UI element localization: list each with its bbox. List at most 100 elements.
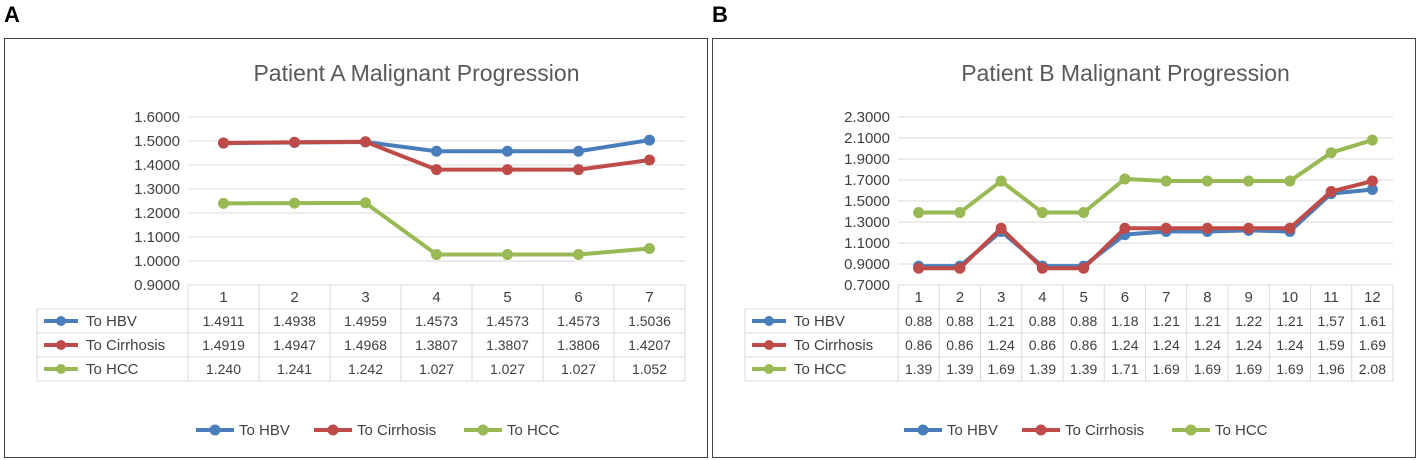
table-data-label: 1.21 bbox=[988, 313, 1015, 329]
x-category-label: 12 bbox=[1364, 289, 1381, 306]
data-point bbox=[218, 197, 229, 209]
y-tick-label: 1.2000 bbox=[134, 205, 180, 222]
y-tick-label: 1.7000 bbox=[844, 172, 890, 189]
y-tick-label: 0.9000 bbox=[134, 277, 180, 294]
table-series-label: To Cirrhosis bbox=[794, 337, 873, 354]
table-data-label: 0.86 bbox=[1070, 337, 1097, 353]
table-data-label: 1.69 bbox=[1153, 361, 1180, 377]
table-series-label: To Cirrhosis bbox=[86, 337, 165, 354]
x-category-label: 10 bbox=[1282, 289, 1299, 306]
table-data-label: 2.08 bbox=[1359, 361, 1386, 377]
table-data-label: 0.88 bbox=[946, 313, 973, 329]
data-point bbox=[360, 136, 371, 148]
y-tick-label: 1.5000 bbox=[134, 133, 180, 150]
series-line bbox=[918, 179, 1373, 271]
table-data-label: 1.3807 bbox=[486, 337, 529, 353]
table-data-label: 1.57 bbox=[1318, 313, 1345, 329]
x-category-label: 6 bbox=[574, 289, 582, 306]
table-data-label: 1.39 bbox=[1029, 361, 1056, 377]
table-data-label: 1.69 bbox=[1194, 361, 1221, 377]
y-tick-label: 0.9000 bbox=[844, 256, 890, 273]
data-point bbox=[1160, 175, 1172, 187]
legend-label: To Cirrhosis bbox=[357, 422, 436, 439]
x-category-label: 11 bbox=[1323, 289, 1339, 306]
table-data-label: 1.39 bbox=[946, 361, 973, 377]
data-point bbox=[360, 197, 371, 209]
y-tick-label: 1.5000 bbox=[844, 193, 890, 210]
panel-b-label: B bbox=[712, 2, 728, 27]
data-point bbox=[1036, 207, 1048, 219]
y-tick-label: 1.3000 bbox=[844, 214, 890, 231]
data-point bbox=[1366, 134, 1378, 146]
panel-a-label: A bbox=[4, 2, 20, 27]
x-category-label: 5 bbox=[1079, 289, 1087, 306]
chart-b-svg: Patient B Malignant Progression 0.7000 0.9… bbox=[744, 60, 1394, 439]
data-point bbox=[644, 154, 655, 166]
data-point bbox=[644, 243, 655, 255]
table-series-label: To HCC bbox=[86, 361, 139, 378]
data-point bbox=[573, 145, 584, 157]
table-data-label: 1.69 bbox=[1235, 361, 1262, 377]
legend-label: To HCC bbox=[1215, 422, 1268, 439]
table-data-label: 1.4938 bbox=[273, 313, 316, 329]
data-point bbox=[431, 249, 442, 261]
table-data-label: 1.24 bbox=[1153, 337, 1180, 353]
legend-swatch-marker bbox=[209, 424, 221, 436]
x-category-label: 7 bbox=[645, 289, 653, 306]
x-category-label: 1 bbox=[219, 289, 227, 306]
table-data-label: 1.61 bbox=[1359, 313, 1386, 329]
table-data-label: 1.39 bbox=[1070, 361, 1097, 377]
legend-swatch-marker bbox=[1035, 424, 1047, 436]
table-data-label: 1.4919 bbox=[202, 337, 245, 353]
table-data-label: 1.027 bbox=[490, 361, 525, 377]
data-point bbox=[502, 145, 513, 157]
series-line bbox=[918, 138, 1373, 215]
table-data-label: 1.3807 bbox=[415, 337, 458, 353]
table-data-label: 1.59 bbox=[1318, 337, 1345, 353]
legend-swatch-marker bbox=[1185, 424, 1197, 436]
table-legend-swatch-marker bbox=[56, 316, 66, 326]
data-point bbox=[1325, 147, 1337, 159]
y-tick-label: 0.7000 bbox=[844, 277, 890, 294]
table-data-label: 0.86 bbox=[1029, 337, 1056, 353]
data-point bbox=[218, 137, 229, 149]
x-category-label: 3 bbox=[997, 289, 1005, 306]
legend-swatch-marker bbox=[477, 424, 489, 436]
data-point bbox=[995, 222, 1007, 234]
data-point bbox=[289, 197, 300, 209]
table-data-label: 1.69 bbox=[1359, 337, 1386, 353]
data-point bbox=[913, 262, 925, 274]
data-point bbox=[1078, 207, 1090, 219]
table-data-label: 1.4911 bbox=[203, 313, 245, 329]
y-tick-label: 1.1000 bbox=[134, 229, 180, 246]
table-data-label: 1.242 bbox=[348, 361, 383, 377]
table-data-label: 0.86 bbox=[905, 337, 932, 353]
table-legend-swatch-marker bbox=[764, 364, 774, 374]
y-tick-label: 1.3000 bbox=[134, 181, 180, 198]
table-data-label: 1.21 bbox=[1153, 313, 1180, 329]
legend-swatch-marker bbox=[327, 424, 339, 436]
y-tick-label: 2.3000 bbox=[844, 109, 890, 126]
table-data-label: 1.5036 bbox=[628, 313, 671, 329]
table-data-label: 1.69 bbox=[1276, 361, 1303, 377]
y-tick-label: 2.1000 bbox=[844, 130, 890, 147]
x-category-label: 6 bbox=[1121, 289, 1129, 306]
table-data-label: 1.241 bbox=[277, 361, 312, 377]
table-data-label: 0.88 bbox=[1070, 313, 1097, 329]
table-data-label: 1.69 bbox=[988, 361, 1015, 377]
y-tick-label: 1.9000 bbox=[844, 151, 890, 168]
table-data-label: 1.4968 bbox=[344, 337, 387, 353]
chart-title: Patient A Malignant Progression bbox=[253, 60, 579, 86]
table-data-label: 1.4947 bbox=[273, 337, 316, 353]
data-point bbox=[954, 207, 966, 219]
data-point bbox=[1119, 173, 1131, 185]
data-point bbox=[502, 249, 513, 261]
table-data-label: 1.24 bbox=[1111, 337, 1138, 353]
table-series-label: To HBV bbox=[86, 313, 137, 330]
data-point bbox=[995, 175, 1007, 187]
legend-label: To HBV bbox=[947, 422, 998, 439]
data-point bbox=[573, 164, 584, 176]
table-data-label: 1.3806 bbox=[557, 337, 600, 353]
table-data-label: 1.39 bbox=[905, 361, 932, 377]
data-point bbox=[1119, 222, 1131, 234]
